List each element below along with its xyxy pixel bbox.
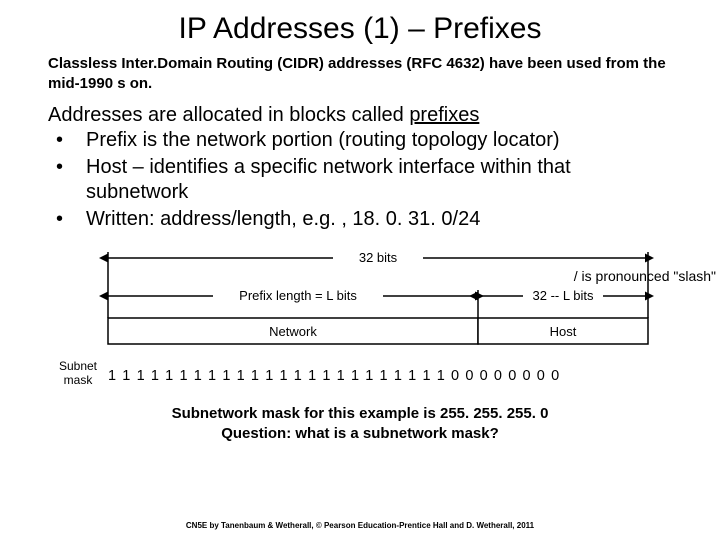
diagram-svg: 32 bits Prefix length = L bits 32 -- L b… [48, 242, 668, 392]
lead-text: Addresses are allocated in blocks called [48, 104, 409, 126]
prefix-length-label: Prefix length = L bits [239, 288, 357, 303]
list-item: Prefix is the network portion (routing t… [48, 128, 672, 153]
footer-credit: CN5E by Tanenbaum & Wetherall, © Pearson… [0, 521, 720, 530]
lead-underlined: prefixes [409, 104, 479, 126]
bits-label: 32 bits [359, 250, 398, 265]
host-box-label: Host [550, 324, 577, 339]
lead-sentence: Addresses are allocated in blocks called… [48, 103, 672, 128]
mask-label-1: Subnet [59, 359, 98, 373]
prefix-diagram: 32 bits Prefix length = L bits 32 -- L b… [48, 242, 668, 392]
slide: IP Addresses (1) – Prefixes Classless In… [0, 0, 720, 540]
list-item: Host – identifies a specific network int… [48, 155, 672, 205]
host-length-label: 32 -- L bits [533, 288, 594, 303]
caption-line-2: Question: what is a subnetwork mask? [48, 424, 672, 444]
network-box-label: Network [269, 324, 317, 339]
caption-line-1: Subnetwork mask for this example is 255.… [48, 404, 672, 424]
slide-title: IP Addresses (1) – Prefixes [48, 12, 672, 46]
mask-label-2: mask [64, 373, 94, 387]
mask-bits: 1 1 1 1 1 1 1 1 1 1 1 1 1 1 1 1 1 1 1 1 … [108, 368, 560, 384]
bullet-list: Prefix is the network portion (routing t… [48, 128, 672, 232]
slide-subtitle: Classless Inter.Domain Routing (CIDR) ad… [48, 54, 672, 93]
list-item: Written: address/length, e.g. , 18. 0. 3… [48, 207, 672, 232]
caption: Subnetwork mask for this example is 255.… [48, 404, 672, 445]
